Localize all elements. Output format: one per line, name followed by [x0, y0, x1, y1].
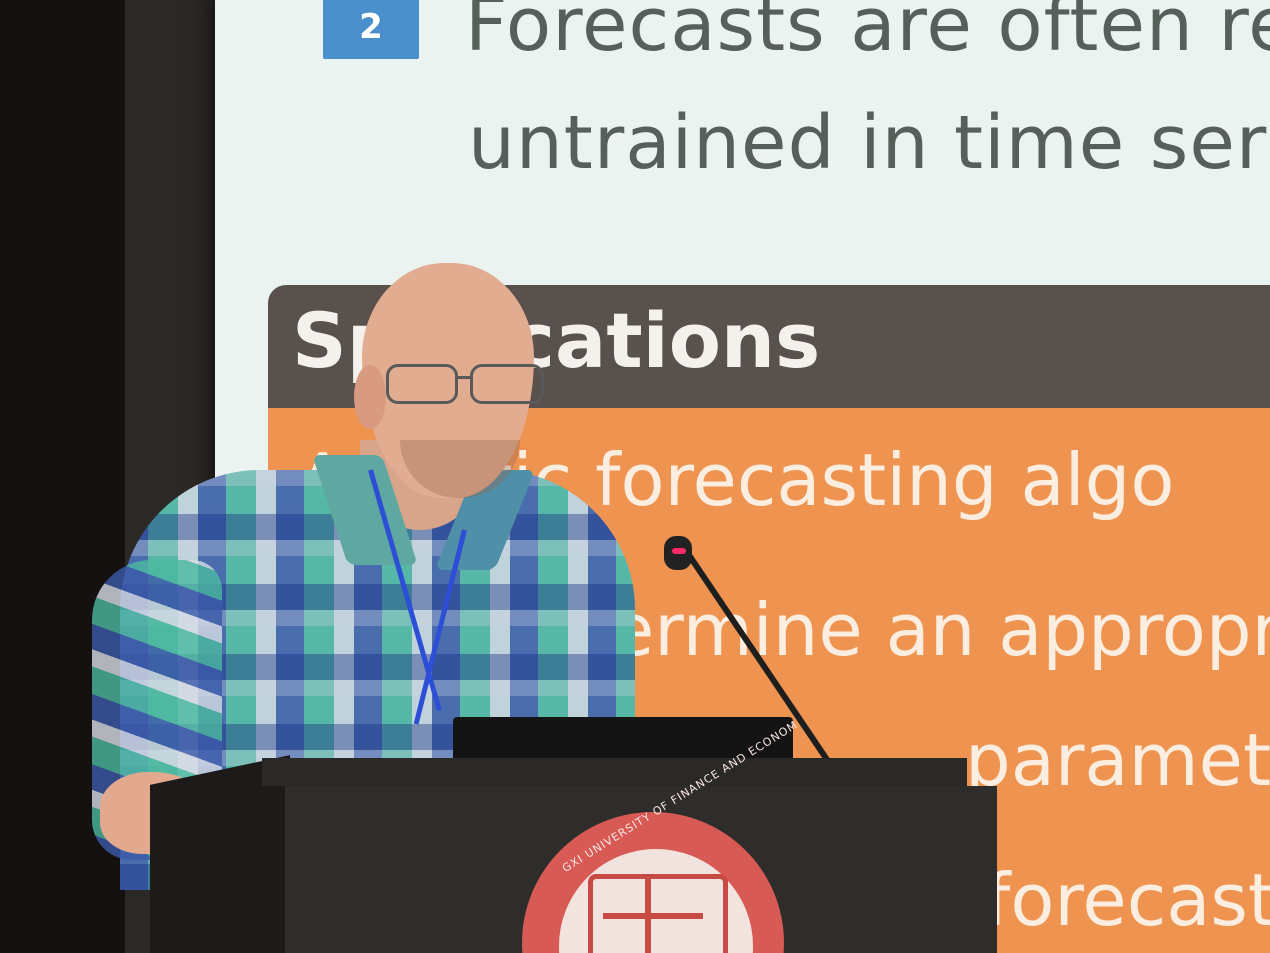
- laptop-screen: [453, 717, 793, 765]
- speaker-head: [362, 263, 534, 498]
- slide-block-line-4: forecasts: [985, 858, 1270, 942]
- glasses-bridge: [455, 376, 471, 379]
- seal-character-icon: [588, 874, 728, 953]
- slide-text-line-2: untrained in time serie: [468, 100, 1270, 186]
- slide-text-line-1: Forecasts are often req: [465, 0, 1270, 68]
- slide-item-badge: 2: [323, 0, 419, 59]
- slide-block-line-3: parameter: [965, 718, 1270, 802]
- speaker-ear: [354, 365, 386, 429]
- microphone-indicator-light: [672, 548, 686, 554]
- glasses-lens-right: [470, 364, 544, 404]
- university-seal-logo: GXI UNIVERSITY OF FINANCE AND ECONOM: [522, 718, 800, 953]
- glasses-lens-left: [386, 364, 458, 404]
- podium-top: [262, 758, 967, 786]
